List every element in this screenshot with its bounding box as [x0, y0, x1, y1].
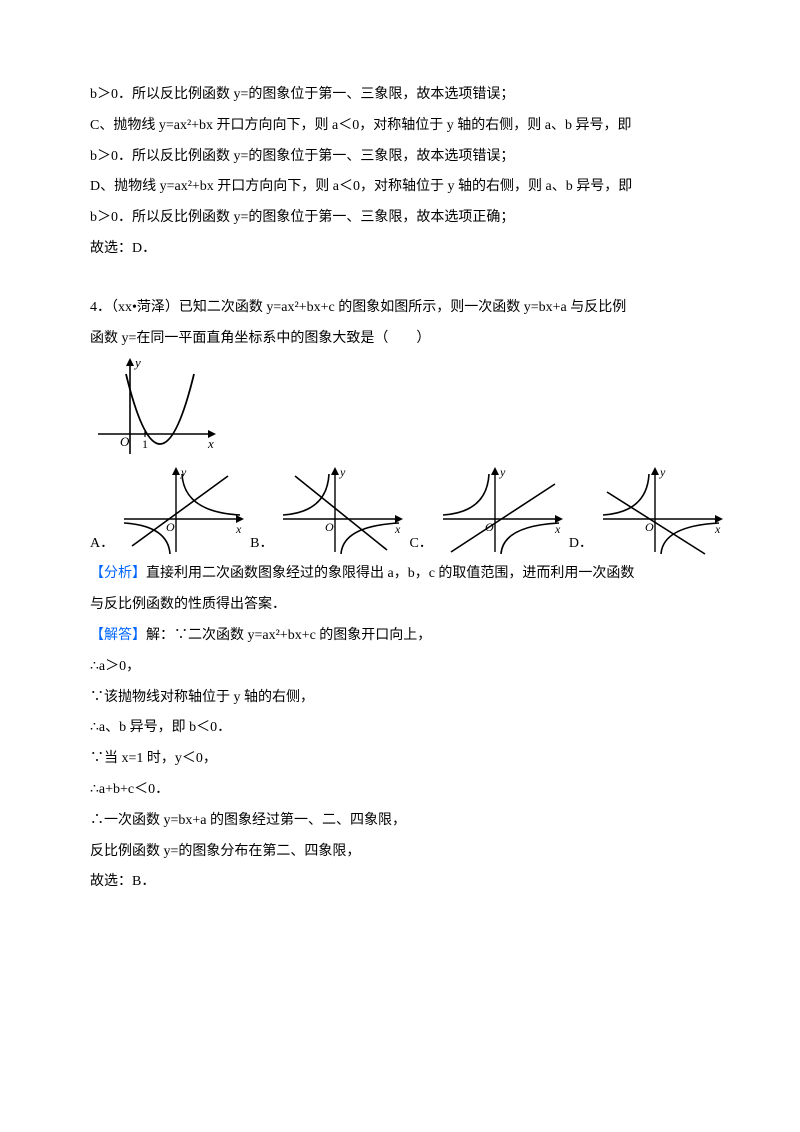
- body-line: D、抛物线 y=ax²+bx 开口方向向下，则 a＜0，对称轴位于 y 轴的右侧…: [90, 172, 710, 203]
- option-c-label: C．: [409, 529, 432, 560]
- svg-text:x: x: [394, 522, 401, 536]
- body-line: b＞0．所以反比例函数 y=的图象位于第一、三象限，故本选项错误；: [90, 142, 710, 173]
- solve-line: ∴a、b 异号，即 b＜0．: [90, 713, 710, 744]
- svg-text:y: y: [339, 465, 346, 479]
- option-d: D． O y x: [569, 464, 727, 559]
- option-b-label: B．: [250, 529, 273, 560]
- body-line: 故选：D．: [90, 234, 710, 265]
- svg-text:x: x: [714, 522, 721, 536]
- svg-text:x: x: [554, 522, 561, 536]
- x-axis-label: x: [207, 436, 214, 451]
- svg-text:O: O: [166, 520, 175, 534]
- body-line: C、抛物线 y=ax²+bx 开口方向向下，则 a＜0，对称轴位于 y 轴的右侧…: [90, 111, 710, 142]
- solve-line: 【解答】解：∵二次函数 y=ax²+bx+c 的图象开口向上，: [90, 621, 710, 652]
- solve-line: ∴a＞0，: [90, 652, 710, 683]
- option-d-label: D．: [569, 529, 593, 560]
- body-line: b＞0．所以反比例函数 y=的图象位于第一、三象限，故本选项正确；: [90, 203, 710, 234]
- solve-line: ∴一次函数 y=bx+a 的图象经过第一、二、四象限，: [90, 806, 710, 837]
- solve-line: 反比例函数 y=的图象分布在第二、四象限，: [90, 837, 710, 868]
- svg-text:O: O: [645, 520, 654, 534]
- option-b: B． O y x: [250, 464, 407, 559]
- solve-line: ∴a+b+c＜0．: [90, 775, 710, 806]
- svg-text:y: y: [180, 465, 187, 479]
- stem-figure: O y x 1: [90, 354, 710, 464]
- analysis-label: 【分析】: [90, 566, 146, 581]
- solve-text: 解：∵二次函数 y=ax²+bx+c 的图象开口向上，: [146, 628, 431, 643]
- option-a-label: A．: [90, 529, 114, 560]
- option-c-graph: O y x: [437, 464, 567, 559]
- solve-line: 故选：B．: [90, 867, 710, 898]
- option-c: C． O y x: [409, 464, 566, 559]
- analysis-line: 与反比例函数的性质得出答案．: [90, 590, 710, 621]
- parabola-graph: O y x 1: [90, 354, 220, 464]
- svg-text:y: y: [499, 465, 506, 479]
- svg-text:O: O: [325, 520, 334, 534]
- solve-label: 【解答】: [90, 628, 146, 643]
- origin-label: O: [120, 434, 130, 449]
- option-b-graph: O y x: [277, 464, 407, 559]
- y-axis-label: y: [133, 355, 141, 370]
- option-a-graph: O y x: [118, 464, 248, 559]
- question-line: 4．（xx•菏泽）已知二次函数 y=ax²+bx+c 的图象如图所示，则一次函数…: [90, 293, 710, 324]
- question-line: 函数 y=在同一平面直角坐标系中的图象大致是（ ）: [90, 324, 710, 355]
- analysis-text: 直接利用二次函数图象经过的象限得出 a，b，c 的取值范围，进而利用一次函数: [146, 566, 634, 581]
- solve-line: ∵当 x=1 时，y＜0，: [90, 744, 710, 775]
- tick-1-label: 1: [142, 437, 148, 451]
- document-page: b＞0．所以反比例函数 y=的图象位于第一、三象限，故本选项错误； C、抛物线 …: [0, 0, 800, 958]
- analysis-line: 【分析】直接利用二次函数图象经过的象限得出 a，b，c 的取值范围，进而利用一次…: [90, 559, 710, 590]
- option-d-graph: O y x: [597, 464, 727, 559]
- svg-text:x: x: [235, 522, 242, 536]
- svg-text:y: y: [659, 465, 666, 479]
- body-line: b＞0．所以反比例函数 y=的图象位于第一、三象限，故本选项错误；: [90, 80, 710, 111]
- solve-line: ∵该抛物线对称轴位于 y 轴的右侧，: [90, 683, 710, 714]
- option-a: A． O y x: [90, 464, 248, 559]
- options-row: A． O y x B．: [90, 464, 710, 559]
